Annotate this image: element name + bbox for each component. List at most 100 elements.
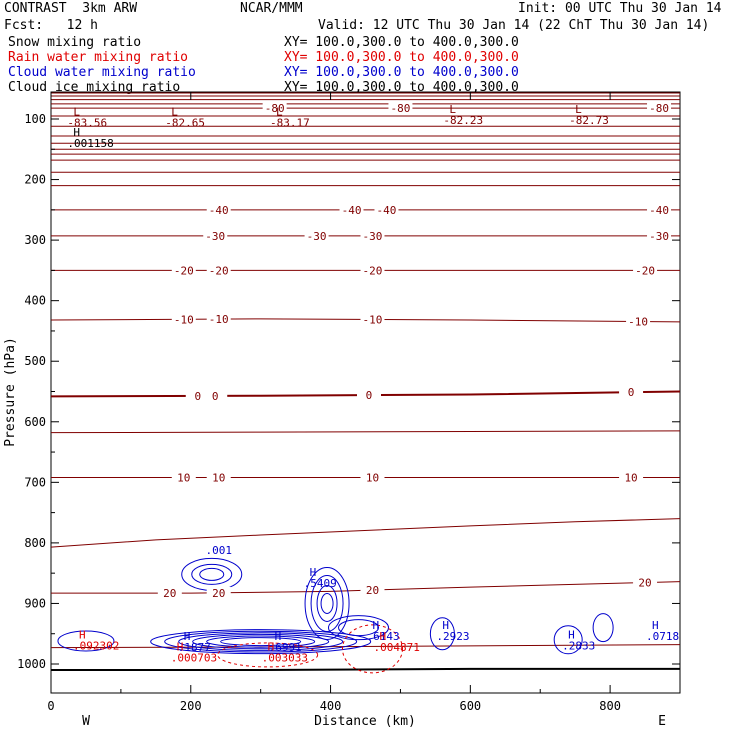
legend-snow-xy: XY= 100.0,300.0 to 400.0,300.0 (284, 35, 519, 50)
isotherm-label: 20 (366, 584, 379, 597)
cloud-water-contour (206, 635, 316, 648)
y-tick-label-200: 200 (24, 173, 46, 187)
y-tick-label-500: 500 (24, 354, 46, 368)
extremum-value: .001158 (67, 137, 113, 150)
extremum-L: L (73, 105, 80, 118)
cloud-water-contour (592, 613, 614, 643)
x-tick-label-800: 800 (599, 699, 621, 713)
cloud-water-contour (429, 617, 455, 651)
isotherm-label: -80 (265, 102, 285, 115)
contour-labels: -80 -80 -80-40 -40 -40 -40-30 -30 -30 -30-20 -20-… (67, 102, 679, 665)
cloud-water-contour (178, 632, 344, 651)
extremum-value: -82.73 (569, 114, 609, 127)
legend-cloudice-name: Cloud ice mixing ratio (8, 80, 181, 95)
legend-cloudwater-xy: XY= 100.0,300.0 to 400.0,300.0 (284, 65, 519, 80)
legend-rain-xy: XY= 100.0,300.0 to 400.0,300.0 (284, 50, 519, 65)
isotherm-label-bg (157, 587, 182, 600)
cloud-water-contour (316, 584, 338, 622)
model-name: CONTRAST 3km ARW (4, 1, 138, 16)
extremum-value: -83.56 (67, 116, 107, 129)
cloud-water-contours (57, 557, 614, 655)
isotherm-label: -30 (307, 230, 327, 243)
extremum-value: .6991 (269, 641, 302, 654)
x-axis-title: Distance (km) (314, 714, 416, 729)
isotherm-label: -30 (363, 230, 383, 243)
y-tick-label-400: 400 (24, 294, 46, 308)
cloud-water-contour (199, 567, 225, 581)
cloud-water-contour (553, 625, 583, 655)
forecast-hour: Fcst: 12 h (4, 18, 98, 33)
isotherm-label-bg (360, 229, 385, 242)
isotherm-label: -80 (649, 102, 669, 115)
x-tick-label-400: 400 (320, 699, 342, 713)
legend-rain-name: Rain water mixing ratio (8, 50, 189, 65)
isotherm-label-bg (206, 586, 231, 599)
init-time: Init: 00 UTC Thu 30 Jan 14 (518, 1, 722, 16)
isotherm-label: -10 (209, 313, 229, 326)
extremum-value: .092302 (73, 640, 119, 653)
cloud-water-contour (220, 637, 302, 647)
isotherm-label: 20 (638, 577, 651, 590)
valid-time: Valid: 12 UTC Thu 30 Jan 14 (22 ChT Thu … (318, 18, 710, 33)
isotherm-label-bg (171, 471, 196, 484)
extremum-value: .6143 (366, 630, 399, 643)
cloud-water-contour (57, 630, 115, 652)
extremum-H: H (652, 619, 659, 632)
extremum-value: .1877 (178, 641, 211, 654)
cloud-water-contour (328, 615, 390, 641)
extremum-H: H (275, 630, 282, 643)
isotherm-label-bg (360, 264, 385, 277)
isotherm-label-bg (388, 102, 413, 115)
extremum-value: .0718 (646, 630, 679, 643)
extremum-H: H (177, 641, 184, 654)
extremum-value: .003033 (262, 652, 308, 665)
isotherm-line (50, 644, 681, 649)
extremum-H: H (184, 630, 191, 643)
isotherm-label-bg (339, 203, 364, 216)
isotherm-label: -40 (209, 204, 229, 217)
isotherm-label-bg (626, 315, 651, 328)
y-tick-label-800: 800 (24, 536, 46, 550)
cloud-water-contour (320, 592, 334, 614)
isotherm-label: 10 (366, 471, 379, 484)
isotherm-label-bg (171, 313, 196, 326)
x-tick-label-200: 200 (180, 699, 202, 713)
y-tick-label-300: 300 (24, 233, 46, 247)
extremum-H: H (310, 566, 317, 579)
cloud-water-contour (191, 563, 233, 585)
extremum-H: H (372, 619, 379, 632)
x-tick-label-0: 0 (47, 699, 54, 713)
isotherm-label: 10 (212, 471, 225, 484)
isotherm-label-bg (360, 313, 385, 326)
rain-water-contour (217, 642, 319, 668)
isotherm-label: 0 (194, 390, 201, 403)
isotherm-label: -20 (209, 264, 229, 277)
extremum-value: .2833 (562, 640, 595, 653)
isotherm-label: -40 (649, 204, 669, 217)
isotherm-label-bg (619, 386, 644, 399)
isotherm-label-bg (374, 203, 399, 216)
isotherm-label: 10 (177, 471, 190, 484)
isotherm-label-bg (206, 471, 231, 484)
extremum-H: H (442, 619, 449, 632)
extremum-value: .004871 (373, 641, 419, 654)
isotherm-label-bg (304, 229, 329, 242)
legend-snow-name: Snow mixing ratio (8, 35, 142, 50)
y-tick-label-1000: 1000 (17, 657, 46, 671)
isotherm-label: -20 (363, 264, 383, 277)
isotherm-label-bg (203, 229, 228, 242)
isotherm-label: -30 (649, 230, 669, 243)
isotherm-label-bg (356, 389, 381, 402)
isotherm-line (51, 667, 680, 672)
isotherm-line (50, 430, 681, 434)
cloud-water-contour (150, 629, 372, 655)
y-tick-label-600: 600 (24, 415, 46, 429)
rain-water-contours (217, 624, 403, 674)
cloud-water-contour (181, 557, 243, 591)
isotherm-label: 10 (624, 471, 637, 484)
cloud-water-contour (192, 633, 330, 650)
isotherm-label-bg (206, 313, 231, 326)
isotherm-label-bg (647, 102, 672, 115)
